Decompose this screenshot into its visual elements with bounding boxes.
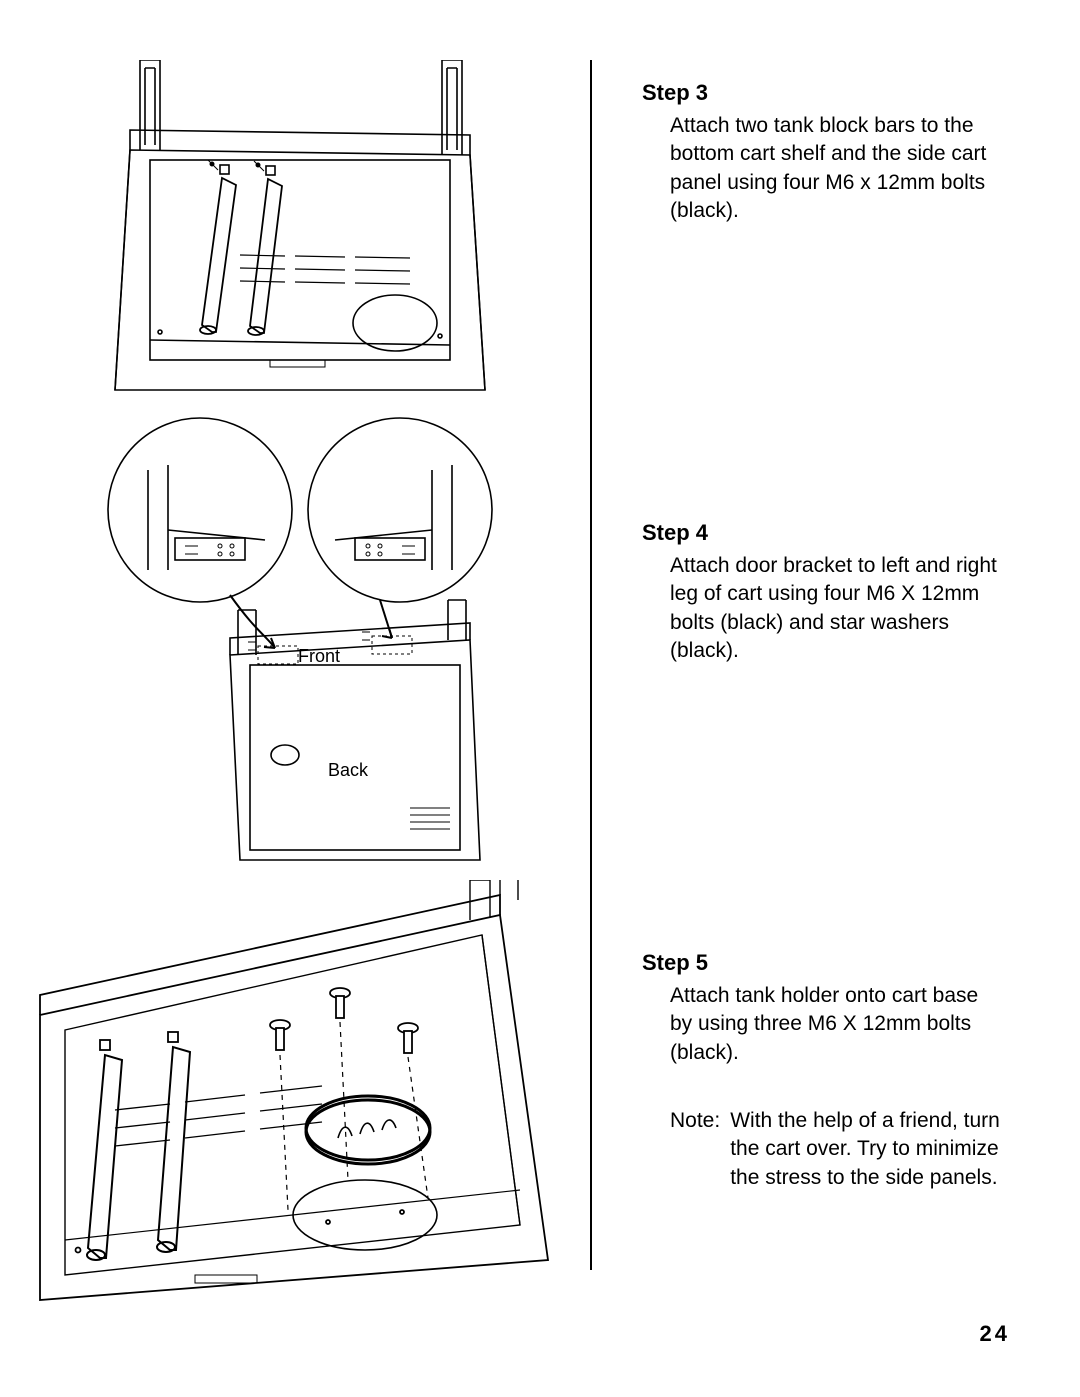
step-4-title: Step 4 (642, 520, 1020, 546)
step-4-body: Attach door bracket to left and right le… (642, 552, 1002, 665)
step-5-title: Step 5 (642, 950, 1020, 976)
step-4: Step 4 Attach door bracket to left and r… (642, 520, 1020, 910)
diagram-step-3 (90, 60, 520, 400)
diagram-step-5 (30, 880, 560, 1310)
note-label: Note: (670, 1107, 720, 1192)
diagram-label-front: Front (298, 646, 340, 667)
illustration-column: Front Back (60, 60, 550, 1317)
column-divider (590, 60, 592, 1270)
text-column: Step 3 Attach two tank block bars to the… (612, 60, 1020, 1317)
page: Front Back (0, 0, 1080, 1397)
step-3: Step 3 Attach two tank block bars to the… (642, 80, 1020, 480)
diagram-label-back: Back (328, 760, 368, 781)
step-3-title: Step 3 (642, 80, 1020, 106)
step-5-body: Attach tank holder onto cart base by usi… (642, 982, 1002, 1067)
page-number: 24 (980, 1321, 1010, 1347)
step-5: Step 5 Attach tank holder onto cart base… (642, 950, 1020, 1192)
step-3-body: Attach two tank block bars to the bottom… (642, 112, 1002, 225)
diagram-step-4: Front Back (80, 410, 520, 870)
note-text: With the help of a friend, turn the cart… (730, 1107, 1020, 1192)
step-5-note: Note: With the help of a friend, turn th… (642, 1107, 1020, 1192)
